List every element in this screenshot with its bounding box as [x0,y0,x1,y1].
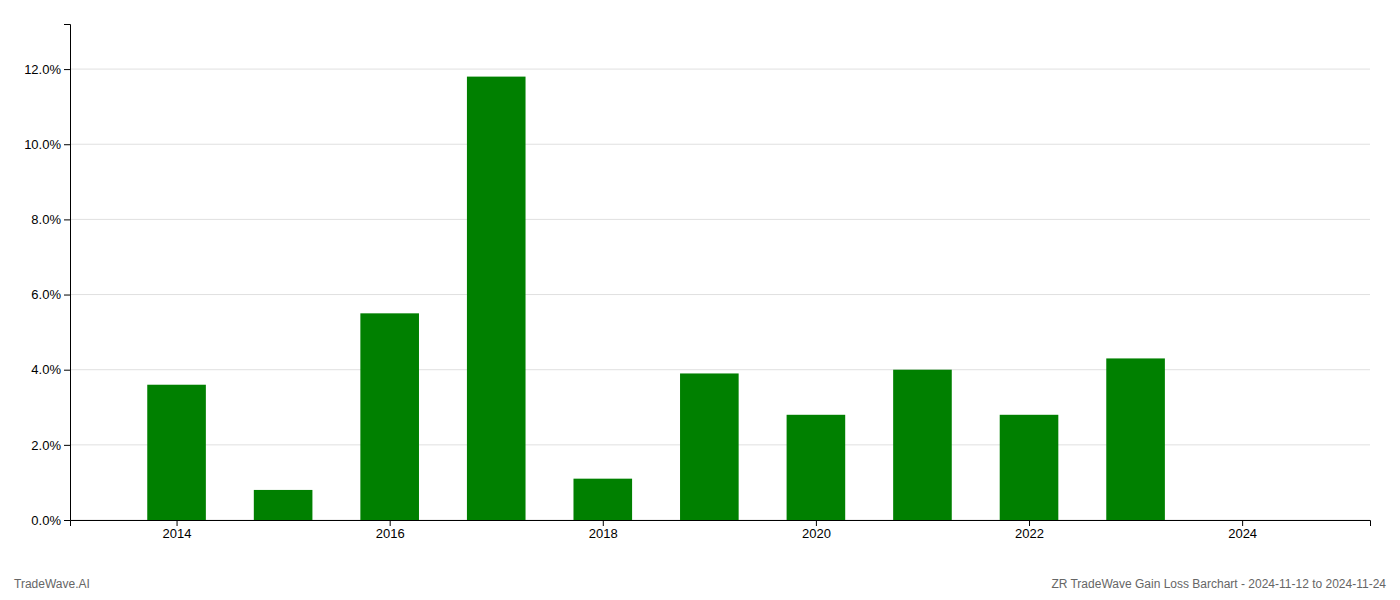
x-tick-label: 2018 [589,526,618,541]
y-tick-label: 10.0% [24,137,61,152]
grid-line [70,69,1370,70]
bar [893,370,952,520]
x-tick-label: 2016 [376,526,405,541]
bar [1000,415,1059,520]
y-tick-mark [64,445,70,446]
grid [70,69,1370,520]
grid-line [70,294,1370,295]
x-tick-label: 2020 [802,526,831,541]
y-tick-label: 6.0% [31,287,61,302]
y-tick-mark [64,520,70,521]
grid-line [70,369,1370,370]
x-tick: 2024 [1228,520,1257,541]
x-tick-mark [390,520,391,526]
annotation: ZR TradeWave Gain Loss Barchart - 2024-1… [1051,577,1386,591]
x-tick: 2018 [589,520,618,541]
y-tick-mark [64,295,70,296]
y-tick: 6.0% [31,287,70,302]
y-tick: 2.0% [31,438,70,453]
y-tick-label: 12.0% [24,62,61,77]
x-tick-mark [1242,520,1243,526]
y-tick: 12.0% [24,62,70,77]
x-tick: 2022 [1015,520,1044,541]
y-tick: 10.0% [24,137,70,152]
x-tick-mark [177,520,178,526]
annotation: TradeWave.AI [14,577,90,591]
grid-line [70,144,1370,145]
y-axis-line [64,25,71,521]
chart-container: 2014 2016 2018 2020 2022 2024 0.0% 2.0% 4.0% 6.0%… [0,0,1400,600]
x-tick-mark [816,520,817,526]
x-tick-label: 2024 [1228,526,1257,541]
x-tick-label: 2014 [163,526,192,541]
y-tick-label: 2.0% [31,438,61,453]
x-tick-mark [603,520,604,526]
x-tick-label: 2022 [1015,526,1044,541]
y-tick: 0.0% [31,513,70,528]
y-tick-mark [64,370,70,371]
y-tick: 8.0% [31,212,70,227]
y-axis: 0.0% 2.0% 4.0% 6.0% 8.0% 10.0% 12.0% [24,25,70,528]
y-tick-label: 8.0% [31,212,61,227]
bar [787,415,846,520]
bars [147,77,1165,520]
x-tick: 2016 [376,520,405,541]
y-tick-label: 4.0% [31,362,61,377]
y-tick-mark [64,219,70,220]
bar [467,77,526,520]
x-axis-line [71,521,1371,527]
bar [254,490,313,520]
bar [1106,358,1165,520]
y-tick-mark [64,69,70,70]
y-tick-label: 0.0% [31,513,61,528]
bar [147,385,206,520]
grid-line [70,219,1370,220]
y-tick-mark [64,144,70,145]
x-tick-mark [1029,520,1030,526]
bar [573,479,632,520]
annotations: TradeWave.AI ZR TradeWave Gain Loss Barch… [14,577,1386,591]
y-tick: 4.0% [31,362,70,377]
bar [360,313,419,520]
x-axis: 2014 2016 2018 2020 2022 2024 [71,520,1371,541]
plot-area: 2014 2016 2018 2020 2022 2024 0.0% 2.0% 4.0% 6.0%… [24,25,1370,542]
bar [680,373,739,520]
x-tick: 2020 [802,520,831,541]
chart-svg: 2014 2016 2018 2020 2022 2024 0.0% 2.0% 4.0% 6.0%… [0,0,1400,600]
x-tick: 2014 [163,520,192,541]
